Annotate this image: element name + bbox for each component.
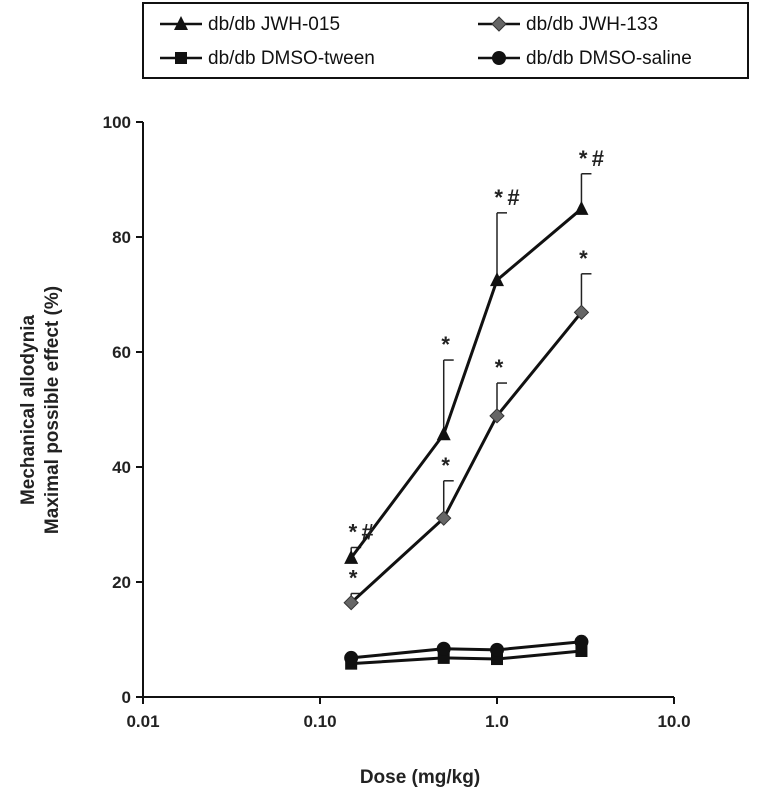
data-point — [436, 426, 451, 441]
legend-label: db/db JWH-133 — [526, 14, 658, 35]
data-point — [573, 304, 590, 321]
data-point — [490, 642, 504, 657]
data-point — [436, 641, 451, 656]
significance-annotation: * — [441, 332, 450, 357]
data-point — [574, 634, 589, 649]
legend-item: db/db JWH-133 — [478, 14, 658, 35]
x-tick-label: 0.10 — [303, 712, 336, 731]
x-tick-label: 0.01 — [126, 712, 159, 731]
significance-annotation: * — [579, 246, 588, 271]
legend-label: db/db DMSO-tween — [208, 48, 375, 69]
y-axis-label-line2: Maximal possible effect (%) — [42, 286, 63, 534]
data-point — [574, 200, 589, 215]
axes: 0 20 40 60 80 100 0.01 0.10 1.0 10.0 — [103, 113, 691, 731]
legend-label: db/db JWH-015 — [208, 14, 340, 35]
y-tick-label: 100 — [103, 113, 131, 132]
x-tick-label: 10.0 — [657, 712, 690, 731]
y-axis-label-line1: Mechanical allodynia — [18, 315, 39, 505]
significance-annotation: * # — [494, 185, 519, 210]
legend-marker-square-icon — [175, 52, 187, 64]
x-tick-label: 1.0 — [485, 712, 509, 731]
series-line — [350, 311, 583, 604]
significance-annotation: * # — [579, 146, 604, 171]
series-0: * # * * # * # — [344, 146, 604, 564]
legend: db/db JWH-015 db/db JWH-133 db/db DMSO-twe… — [160, 14, 692, 69]
series-1: * * * * — [343, 246, 592, 611]
legend-box — [142, 2, 749, 79]
legend-marker-triangle-icon — [174, 16, 188, 30]
legend-item: db/db DMSO-saline — [478, 48, 692, 69]
legend-item: db/db JWH-015 — [160, 14, 340, 35]
significance-annotation: * — [495, 355, 504, 380]
legend-item: db/db DMSO-tween — [160, 48, 375, 69]
legend-marker-circle-icon — [492, 51, 506, 65]
series-line — [349, 207, 583, 559]
series-line — [351, 649, 582, 666]
significance-annotation: * — [349, 566, 358, 591]
y-tick-label: 80 — [112, 228, 131, 247]
marks: * # * * # * # * * * * — [343, 146, 604, 670]
series-3 — [344, 634, 589, 665]
data-point — [343, 594, 359, 611]
legend-marker-diamond-icon — [491, 16, 507, 32]
legend-label: db/db DMSO-saline — [526, 48, 692, 69]
data-point — [344, 549, 359, 564]
y-tick-label: 40 — [112, 458, 131, 477]
data-point — [344, 650, 359, 665]
data-point — [489, 408, 505, 424]
y-tick-label: 60 — [112, 343, 131, 362]
series-line — [351, 640, 582, 660]
x-axis-label: Dose (mg/kg) — [360, 767, 480, 788]
data-point — [490, 272, 504, 287]
y-tick-label: 0 — [122, 688, 131, 707]
data-point — [436, 510, 452, 526]
significance-annotation: * — [441, 453, 450, 478]
y-tick-label: 20 — [112, 573, 131, 592]
significance-annotation: * # — [349, 520, 374, 545]
